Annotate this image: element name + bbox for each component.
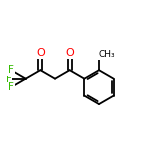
Text: CH₃: CH₃ [99, 51, 116, 60]
Text: O: O [65, 48, 74, 58]
Text: F: F [6, 74, 12, 84]
Text: F: F [8, 82, 14, 92]
Text: O: O [36, 48, 45, 58]
Text: F: F [8, 65, 14, 75]
